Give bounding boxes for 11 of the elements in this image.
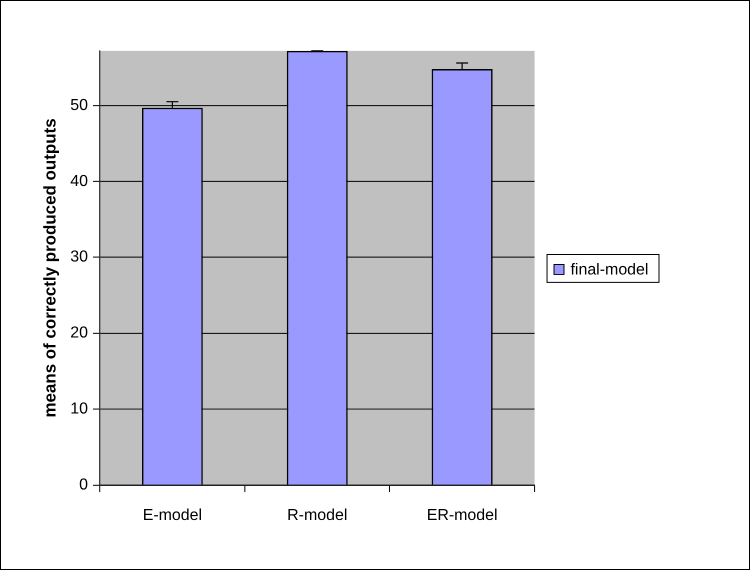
x-tick-label: ER-model (426, 506, 498, 524)
legend-label: final-model (570, 261, 648, 278)
y-tick-label: 10 (70, 400, 88, 418)
x-tick-label: E-model (142, 506, 202, 524)
x-tick-label: R-model (287, 506, 348, 524)
y-tick-label: 30 (70, 248, 88, 266)
y-tick-label: 40 (70, 172, 88, 190)
y-tick-label: 50 (70, 96, 88, 114)
y-tick-label: 20 (70, 324, 88, 342)
y-tick-label: 0 (79, 476, 88, 494)
y-axis-title: means of correctly produced outputs (40, 118, 60, 418)
